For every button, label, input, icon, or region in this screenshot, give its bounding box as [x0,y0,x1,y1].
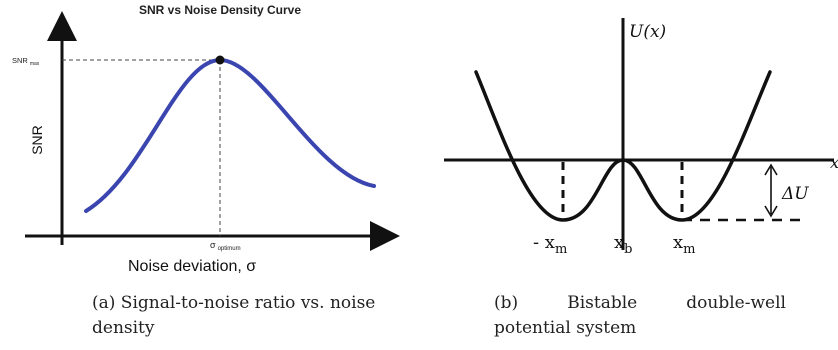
delta-u-arrow-head-top [764,163,778,176]
neg-xm-label: - xm [533,232,567,257]
caption-a: (a) Signal-to-noise ratio vs. noise dens… [92,293,376,338]
sigma-optimum-label: σ optimum [210,240,241,252]
caption-b-prefix: (b) [494,293,519,313]
u-axis-label: U(x) [629,22,666,42]
caption-b-line-1: (b) Bistable double-well [494,291,786,316]
xm-label: xm [673,232,695,257]
potential-curve [474,70,772,222]
xb-label: xb [614,232,632,257]
x-axis-label: x [830,153,838,172]
delta-u-label: ΔU [781,184,809,204]
delta-u-arrow-head-bottom [764,205,778,218]
chart-title: SNR vs Noise Density Curve [139,3,301,17]
caption-b-word-1: Bistable [567,293,638,313]
caption-b-word-2: double-well [686,293,786,313]
y-axis-label: SNR [29,125,45,155]
caption-b: (b) Bistable double-well potential syste… [494,291,824,341]
double-well-diagram: U(x) x ΔU - xm xb xm [444,18,838,257]
snr-curve [84,57,376,213]
caption-b-line-2: potential system [494,318,637,338]
snr-peak-point [215,55,225,65]
x-axis-label: Noise deviation, σ [128,258,256,275]
snr-max-label: SNR max [12,56,40,67]
panel-double-well: U(x) x ΔU - xm xb xm (b) Bistable double… [420,0,838,350]
